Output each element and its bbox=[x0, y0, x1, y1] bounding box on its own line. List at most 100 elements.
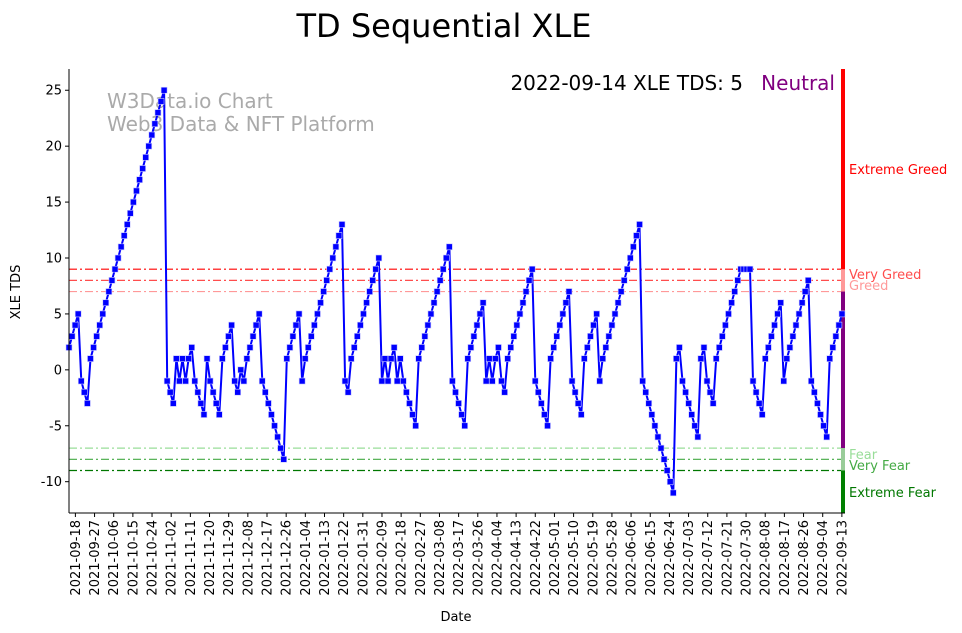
data-point bbox=[191, 377, 199, 385]
data-point bbox=[676, 344, 683, 351]
data-point bbox=[133, 187, 140, 195]
data-point bbox=[237, 366, 245, 374]
data-point bbox=[804, 277, 812, 284]
x-tick-label: 2022-03-26 bbox=[471, 520, 486, 596]
data-point bbox=[758, 411, 766, 418]
data-point bbox=[311, 321, 318, 329]
data-point bbox=[645, 400, 653, 407]
data-point bbox=[660, 456, 668, 463]
data-point bbox=[679, 377, 686, 385]
data-point bbox=[835, 321, 843, 329]
x-tick-label: 2022-07-12 bbox=[701, 520, 716, 596]
x-tick-label: 2022-08-26 bbox=[797, 520, 812, 596]
data-point bbox=[234, 388, 242, 396]
data-point bbox=[154, 109, 162, 116]
x-tick-label: 2021-10-24 bbox=[146, 520, 161, 596]
data-point bbox=[752, 388, 760, 396]
data-point bbox=[507, 344, 515, 351]
data-point bbox=[298, 377, 306, 385]
data-point bbox=[541, 411, 548, 418]
label-fear: Fear bbox=[849, 448, 878, 463]
data-point bbox=[553, 332, 561, 340]
data-point bbox=[350, 344, 358, 351]
data-point bbox=[363, 299, 370, 307]
data-point bbox=[326, 265, 334, 273]
data-point bbox=[252, 321, 260, 329]
y-axis-label: XLE TDS bbox=[9, 265, 24, 320]
data-point bbox=[295, 310, 303, 318]
data-point bbox=[304, 344, 312, 351]
data-point bbox=[476, 310, 484, 318]
data-point bbox=[633, 232, 640, 239]
data-point bbox=[464, 355, 472, 362]
data-point bbox=[556, 321, 564, 329]
data-point bbox=[531, 377, 539, 385]
data-point bbox=[780, 377, 788, 385]
x-tick-label: 2021-11-29 bbox=[222, 520, 237, 596]
data-point bbox=[808, 377, 815, 385]
data-point bbox=[396, 355, 404, 362]
data-point bbox=[627, 254, 634, 262]
data-point bbox=[495, 344, 502, 351]
data-point bbox=[219, 355, 226, 362]
data-point bbox=[452, 388, 459, 396]
data-point bbox=[473, 321, 481, 329]
data-point bbox=[513, 321, 521, 329]
data-point bbox=[820, 422, 827, 430]
data-point bbox=[108, 277, 116, 284]
data-point bbox=[105, 288, 113, 295]
data-point bbox=[562, 299, 570, 307]
data-point bbox=[163, 377, 171, 385]
data-point bbox=[550, 344, 557, 351]
data-point bbox=[320, 288, 327, 295]
data-point bbox=[87, 355, 94, 362]
data-point bbox=[354, 332, 361, 340]
data-point bbox=[151, 120, 159, 128]
data-point bbox=[341, 377, 349, 385]
data-point bbox=[449, 377, 456, 385]
data-point bbox=[620, 277, 628, 284]
data-point bbox=[160, 86, 168, 94]
data-point bbox=[415, 355, 422, 362]
data-point bbox=[77, 377, 85, 385]
data-point bbox=[90, 344, 97, 351]
data-point bbox=[249, 332, 257, 340]
x-tick-label: 2022-02-18 bbox=[395, 520, 410, 596]
label-extreme-fear: Extreme Fear bbox=[849, 486, 937, 501]
x-tick-label: 2022-05-19 bbox=[586, 520, 601, 596]
data-point bbox=[439, 265, 447, 273]
data-point bbox=[200, 411, 208, 418]
data-point bbox=[378, 377, 386, 385]
latest-annotation: 2022-09-14 XLE TDS: 5 bbox=[510, 71, 743, 95]
data-point bbox=[519, 299, 527, 307]
data-point bbox=[157, 98, 165, 105]
data-point bbox=[826, 355, 834, 362]
data-point bbox=[654, 433, 662, 441]
data-point bbox=[694, 433, 702, 441]
x-tick-label: 2022-07-03 bbox=[682, 520, 697, 596]
data-point bbox=[384, 377, 392, 385]
data-point bbox=[504, 355, 511, 362]
data-point bbox=[577, 411, 585, 418]
data-point bbox=[308, 332, 315, 340]
data-point bbox=[243, 355, 251, 362]
data-point bbox=[728, 299, 735, 307]
sentiment-bar-segment bbox=[841, 470, 845, 513]
data-point bbox=[182, 377, 189, 385]
x-tick-label: 2022-04-13 bbox=[510, 520, 525, 596]
data-point bbox=[657, 444, 665, 452]
data-point bbox=[292, 321, 300, 329]
data-point bbox=[574, 400, 582, 407]
x-tick-label: 2022-05-01 bbox=[548, 520, 563, 596]
data-point bbox=[479, 299, 487, 307]
label-extreme-greed: Extreme Greed bbox=[849, 163, 947, 178]
data-point bbox=[390, 344, 398, 351]
data-point bbox=[102, 299, 110, 307]
data-point bbox=[424, 321, 432, 329]
x-tick-label: 2021-11-20 bbox=[203, 520, 218, 596]
data-point bbox=[703, 377, 711, 385]
x-tick-label: 2022-02-09 bbox=[375, 520, 390, 596]
x-tick-label: 2021-12-08 bbox=[241, 520, 256, 596]
sentiment-bar-segment bbox=[841, 291, 845, 449]
data-point bbox=[682, 388, 689, 396]
